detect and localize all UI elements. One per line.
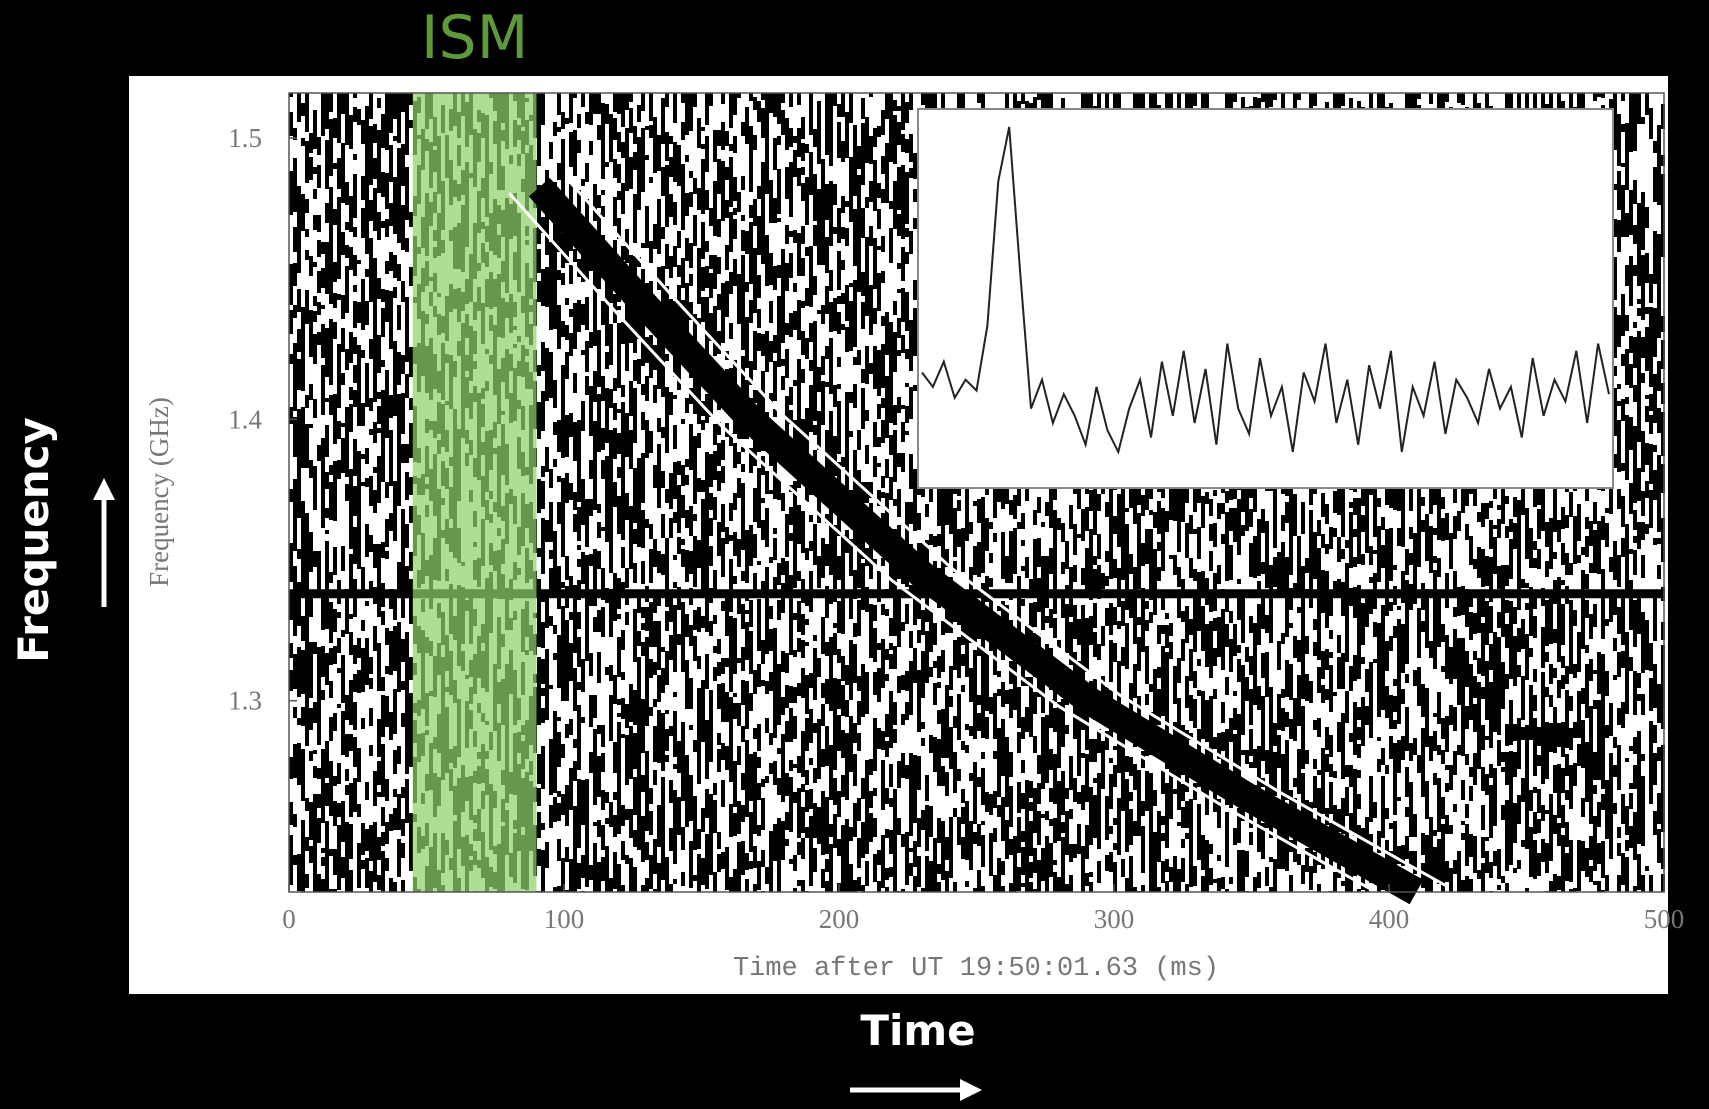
- page: {"chart_data": { "type": "dynamic-spectr…: [0, 0, 1709, 1109]
- x-axis-label: Time after UT 19:50:01.63 (ms): [733, 954, 1219, 984]
- y-tick-label: 1.5: [228, 123, 262, 153]
- y-axis-label: Frequency (GHz): [144, 397, 174, 587]
- time-annotation: Time: [860, 1006, 975, 1055]
- x-tick-label: 0: [282, 904, 296, 934]
- x-tick-label: 400: [1369, 904, 1410, 934]
- ism-label: ISM: [421, 3, 529, 73]
- x-tick-label: 300: [1094, 904, 1135, 934]
- ism-band: [413, 93, 537, 892]
- y-tick-label: 1.3: [228, 686, 262, 716]
- frequency-annotation: Frequency: [9, 417, 58, 663]
- x-tick-label: 100: [544, 904, 585, 934]
- y-tick-label: 1.4: [228, 404, 262, 434]
- x-tick-label: 500: [1644, 904, 1685, 934]
- slide: 0 100 200 300 400 500 1.3 1.4 1.5 Time after UT 1…: [0, 0, 1709, 1109]
- x-tick-label: 200: [819, 904, 860, 934]
